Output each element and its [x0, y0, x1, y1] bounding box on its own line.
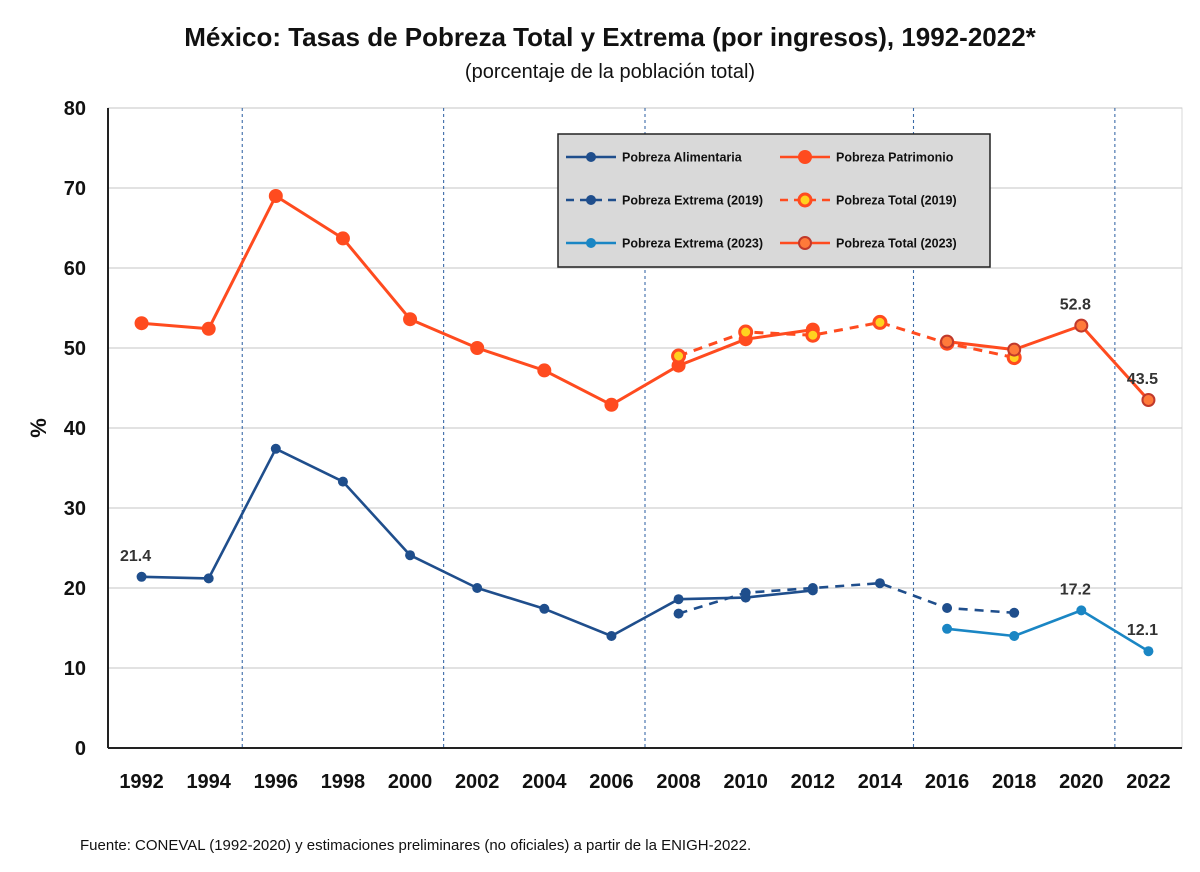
- data-point: [740, 587, 751, 598]
- data-point: [942, 623, 953, 634]
- data-label: 17.2: [1060, 581, 1091, 598]
- x-tick-label: 1992: [119, 771, 164, 793]
- y-tick-labels: 0 10 20 30 40 50 60 70 80: [64, 98, 86, 760]
- source-note: Fuente: CONEVAL (1992-2020) y estimacion…: [80, 837, 751, 854]
- data-point: [1009, 631, 1020, 641]
- legend-label: Pobreza Extrema (2023): [622, 237, 763, 251]
- x-tick-label: 2014: [858, 771, 903, 793]
- legend-label: Pobreza Alimentaria: [622, 151, 743, 165]
- x-tick-label: 2012: [791, 771, 836, 793]
- data-point: [673, 594, 684, 605]
- data-label: 12.1: [1127, 622, 1158, 639]
- x-tick-label: 2006: [589, 771, 634, 793]
- data-point: [337, 476, 348, 487]
- data-point: [673, 608, 684, 619]
- x-tick-label: 2016: [925, 771, 970, 793]
- legend-swatch-marker: [798, 236, 812, 250]
- y-tick-label: 0: [75, 738, 86, 760]
- data-point: [1143, 646, 1154, 657]
- legend-label: Pobreza Patrimonio: [836, 151, 954, 165]
- data-labels: 21.4 52.8 43.5 17.2 12.1: [120, 297, 1158, 640]
- data-point: [1076, 605, 1087, 616]
- data-point: [942, 603, 953, 613]
- data-point: [604, 397, 619, 412]
- y-axis-label: %: [26, 418, 51, 438]
- legend-swatch-marker: [798, 150, 812, 164]
- series-points: [134, 189, 1156, 657]
- legend-swatch-marker: [586, 152, 596, 162]
- data-label: 43.5: [1127, 371, 1158, 388]
- x-tick-label: 2022: [1126, 771, 1171, 793]
- x-tick-label: 2020: [1059, 771, 1104, 793]
- chart-title: México: Tasas de Pobreza Total y Extrema…: [184, 22, 1036, 52]
- data-point: [1141, 393, 1156, 407]
- data-point: [539, 603, 550, 614]
- legend-label: Pobreza Total (2019): [836, 194, 957, 208]
- data-point: [807, 583, 818, 593]
- data-point: [738, 324, 754, 340]
- y-tick-label: 80: [64, 98, 86, 120]
- data-point: [1009, 607, 1020, 618]
- data-point: [874, 578, 885, 589]
- data-point: [470, 341, 485, 355]
- data-point: [940, 334, 955, 349]
- y-tick-label: 40: [64, 418, 86, 440]
- y-tick-label: 10: [64, 658, 86, 680]
- data-point: [335, 231, 350, 246]
- y-tick-label: 20: [64, 578, 86, 600]
- data-point: [134, 316, 149, 331]
- data-point: [136, 571, 147, 582]
- legend-swatch-marker: [586, 195, 596, 205]
- x-tick-label: 2008: [656, 771, 701, 793]
- x-tick-label: 2004: [522, 771, 567, 793]
- data-point: [1007, 342, 1022, 357]
- data-point: [872, 314, 888, 330]
- data-point: [537, 363, 552, 378]
- data-point: [201, 321, 216, 336]
- x-tick-label: 1998: [321, 771, 366, 793]
- data-point: [472, 583, 483, 593]
- chart-subtitle: (porcentaje de la población total): [465, 61, 755, 83]
- x-tick-labels: 1992 1994 1996 1998 2000 2002 2004 2006 2008 2010…: [119, 771, 1170, 793]
- x-tick-label: 1994: [186, 771, 231, 793]
- data-point: [203, 573, 214, 584]
- legend-swatch-marker: [586, 238, 596, 248]
- data-label: 52.8: [1060, 297, 1091, 314]
- axes: [107, 108, 1182, 749]
- y-tick-label: 50: [64, 338, 86, 360]
- x-tick-label: 2000: [388, 771, 433, 793]
- legend: Pobreza Alimentaria Pobreza Patrimonio Pob…: [557, 133, 991, 268]
- x-tick-label: 2010: [723, 771, 768, 793]
- legend-swatch-marker: [797, 192, 813, 208]
- data-point: [268, 189, 283, 203]
- y-tick-label: 60: [64, 258, 86, 280]
- legend-label: Pobreza Extrema (2019): [622, 194, 763, 208]
- data-point: [805, 327, 821, 343]
- data-point: [403, 312, 418, 327]
- x-tick-label: 2018: [992, 771, 1037, 793]
- data-point: [1074, 318, 1089, 333]
- x-tick-label: 1996: [254, 771, 299, 793]
- data-point: [405, 550, 416, 561]
- data-point: [606, 631, 617, 641]
- legend-box: [557, 133, 991, 268]
- data-label: 21.4: [120, 548, 151, 565]
- legend-label: Pobreza Total (2023): [836, 237, 957, 251]
- y-tick-label: 30: [64, 498, 86, 520]
- series-line-4: [678, 320, 1015, 360]
- gridlines: [108, 107, 1182, 748]
- series-line-5: [946, 609, 1150, 653]
- data-point: [671, 348, 687, 364]
- y-tick-label: 70: [64, 178, 86, 200]
- series-line-6: [946, 324, 1150, 402]
- x-tick-label: 2002: [455, 771, 500, 793]
- data-point: [270, 443, 281, 454]
